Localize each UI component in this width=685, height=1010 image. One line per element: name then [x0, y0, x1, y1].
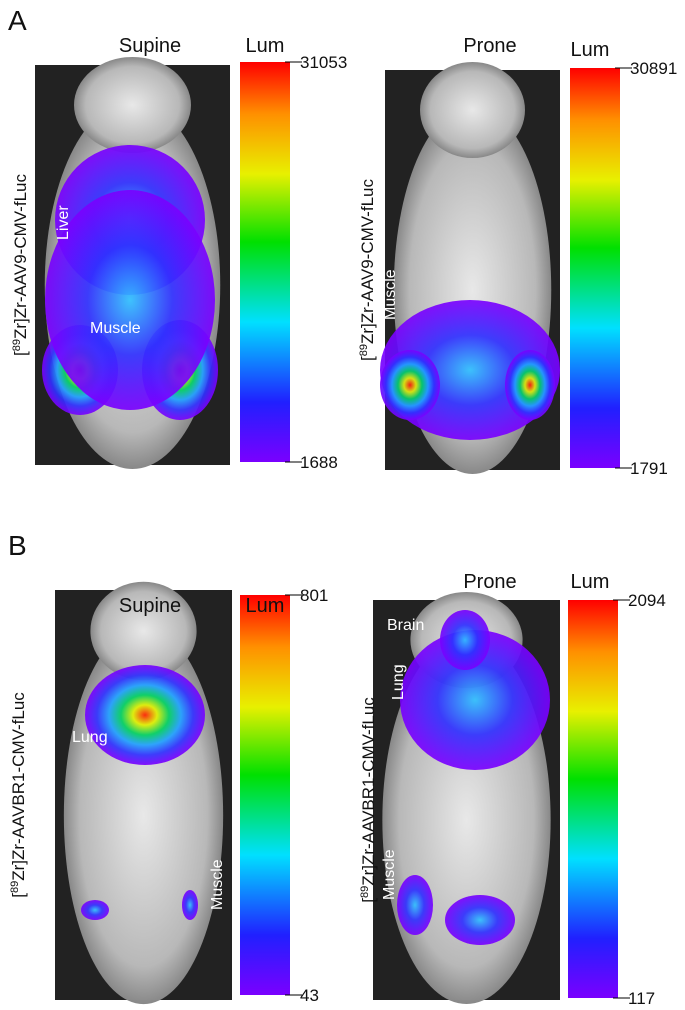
scale-min: 117	[628, 989, 655, 1008]
organ-label: Brain	[387, 617, 424, 634]
organ-label: Lung	[72, 729, 108, 746]
construct-open: [	[358, 356, 377, 361]
signal	[400, 630, 550, 770]
construct-rest: Zr]Zr-AAV9-CMV-fLuc	[358, 179, 377, 344]
mouse-head	[74, 57, 191, 153]
color-bar	[568, 600, 618, 998]
construct-open: [	[9, 893, 28, 898]
color-bar	[240, 595, 290, 995]
scale-min: 43	[300, 986, 319, 1005]
construct-sup: 89	[358, 344, 370, 356]
scale-label: Lum	[571, 39, 610, 61]
construct-rest: Zr]Zr-AAVBR1-CMV-fLuc	[359, 697, 378, 886]
construct-label: [89Zr]Zr-AAVBR1-CMV-fLuc	[359, 697, 378, 903]
construct-label: [89Zr]Zr-AAVBR1-CMV-fLuc	[9, 692, 28, 898]
mouse-image	[55, 581, 232, 1005]
color-bar	[240, 62, 290, 462]
panel-letter: A	[8, 5, 27, 36]
panel-letter: B	[8, 530, 27, 561]
view-title: Prone	[463, 35, 516, 57]
signal	[445, 895, 515, 945]
construct-sup: 89	[11, 339, 23, 351]
organ-label: Liver	[55, 205, 72, 240]
scale-label: Lum	[246, 595, 285, 617]
organ-label: Muscle	[381, 849, 398, 900]
construct-open: [	[11, 351, 30, 356]
organ-label: Muscle	[90, 320, 141, 337]
signal	[505, 350, 555, 420]
view-title: Supine	[119, 595, 181, 617]
organ-label: Lung	[390, 664, 407, 700]
construct-label: [89Zr]Zr-AAV9-CMV-fLuc	[11, 174, 30, 356]
construct-sup: 89	[9, 881, 21, 893]
mouse-image	[35, 57, 230, 469]
signal	[397, 875, 433, 935]
mouse-head	[420, 62, 525, 158]
signal	[85, 665, 205, 765]
organ-label: Muscle	[382, 269, 399, 320]
signal	[45, 190, 215, 410]
mouse-head	[90, 581, 197, 681]
signal	[380, 350, 440, 420]
scale-label: Lum	[571, 571, 610, 593]
construct-rest: Zr]Zr-AAV9-CMV-fLuc	[11, 174, 30, 339]
construct-label: [89Zr]Zr-AAV9-CMV-fLuc	[358, 179, 377, 361]
scale-max: 31053	[300, 53, 347, 72]
scale-max: 801	[300, 586, 328, 605]
scale-label: Lum	[246, 35, 285, 57]
signal	[182, 890, 198, 920]
signal	[81, 900, 109, 920]
construct-sup: 89	[359, 886, 371, 898]
construct-open: [	[359, 898, 378, 903]
scale-min: 1688	[300, 453, 338, 472]
mouse-image	[380, 62, 560, 474]
scale-max: 30891	[630, 59, 677, 78]
organ-label: Muscle	[209, 859, 226, 910]
construct-rest: Zr]Zr-AAVBR1-CMV-fLuc	[9, 692, 28, 881]
view-title: Supine	[119, 35, 181, 57]
mouse-image	[373, 592, 560, 1004]
view-title: Prone	[463, 571, 516, 593]
color-bar	[570, 68, 620, 468]
signal	[440, 610, 490, 670]
scale-max: 2094	[628, 591, 666, 610]
scale-min: 1791	[630, 459, 668, 478]
